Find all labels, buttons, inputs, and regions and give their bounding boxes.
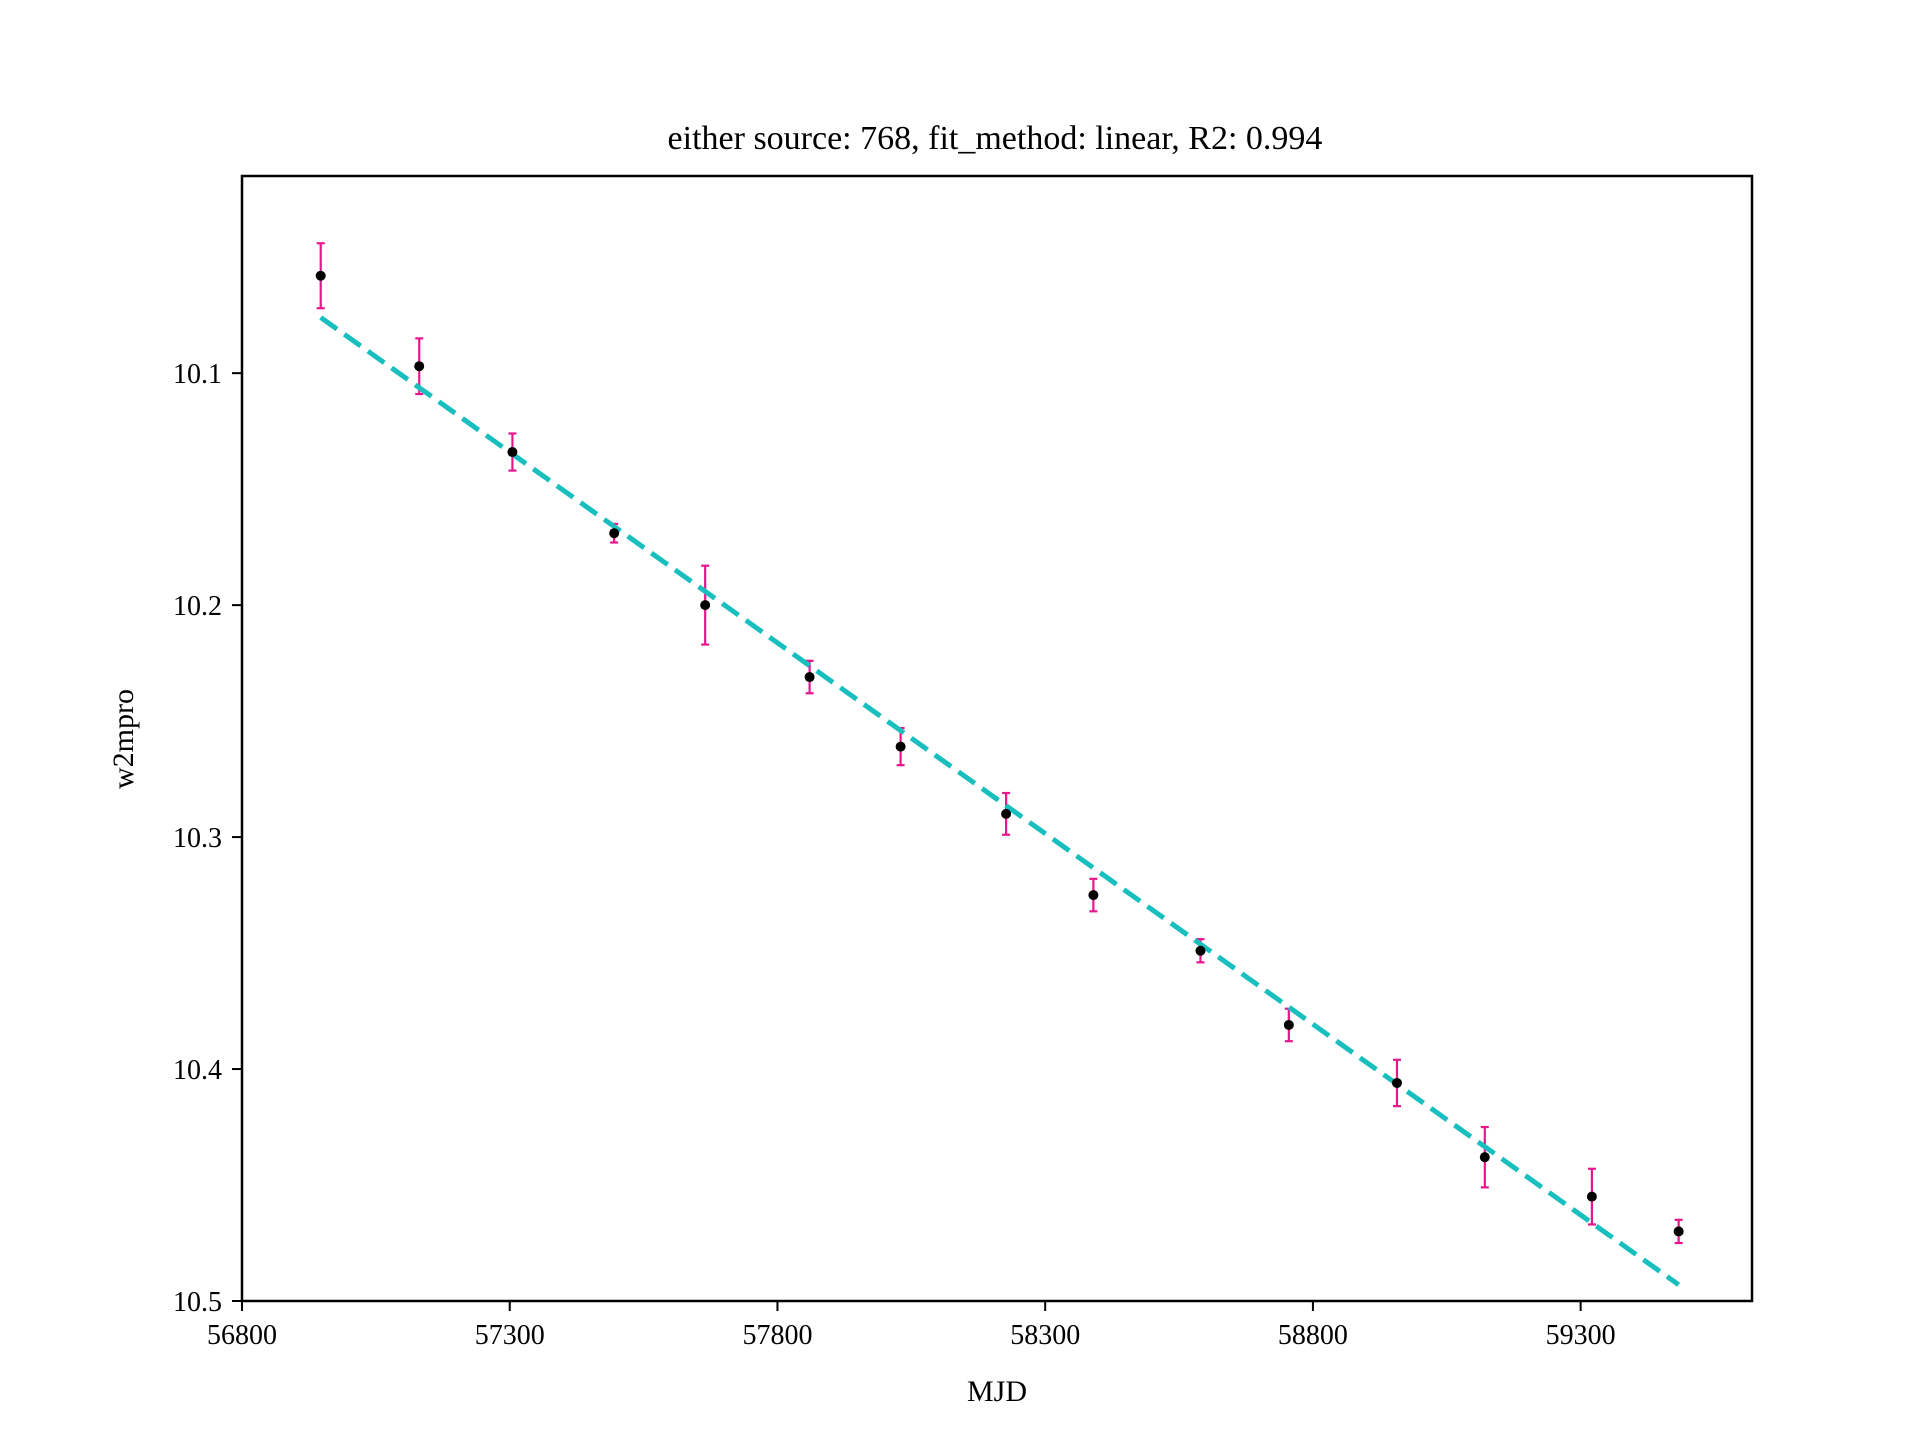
x-tick-label: 58800 [1278, 1320, 1348, 1351]
y-tick-label: 10.4 [173, 1055, 222, 1086]
data-point [804, 672, 815, 683]
data-point [1479, 1152, 1490, 1163]
data-point [700, 600, 711, 611]
data-point [895, 741, 906, 752]
data-point [1586, 1191, 1597, 1202]
plot-marks [315, 242, 1684, 1287]
x-tick-label: 57300 [475, 1320, 545, 1351]
data-point [1283, 1019, 1294, 1030]
y-tick-label: 10.3 [173, 823, 222, 854]
data-point [609, 528, 620, 539]
data-point [1391, 1077, 1402, 1088]
fit-line [319, 315, 1681, 1287]
x-tick-label: 56800 [207, 1320, 277, 1351]
y-tick-label: 10.2 [173, 591, 222, 622]
plot-frame [240, 174, 1754, 1303]
x-tick-label: 59300 [1546, 1320, 1616, 1351]
x-axis-label: MJD [967, 1375, 1027, 1408]
data-point [1673, 1226, 1684, 1237]
x-tick-label: 57800 [742, 1320, 812, 1351]
y-tick-label: 10.5 [173, 1287, 222, 1318]
data-point [414, 361, 425, 372]
plot-axes: 56800 57300 57800 58300 58800 59300 10.1 10.2 10… [173, 359, 1616, 1351]
data-point [315, 270, 326, 281]
y-axis-label: w2mpro [107, 689, 140, 789]
chart-title: either source: 768, fit_method: linear, … [668, 120, 1323, 157]
data-point [1195, 945, 1206, 956]
y-tick-label: 10.1 [173, 359, 222, 390]
data-point [1088, 890, 1099, 901]
x-tick-label: 58300 [1010, 1320, 1080, 1351]
data-point [1001, 808, 1012, 819]
data-point [507, 447, 518, 458]
